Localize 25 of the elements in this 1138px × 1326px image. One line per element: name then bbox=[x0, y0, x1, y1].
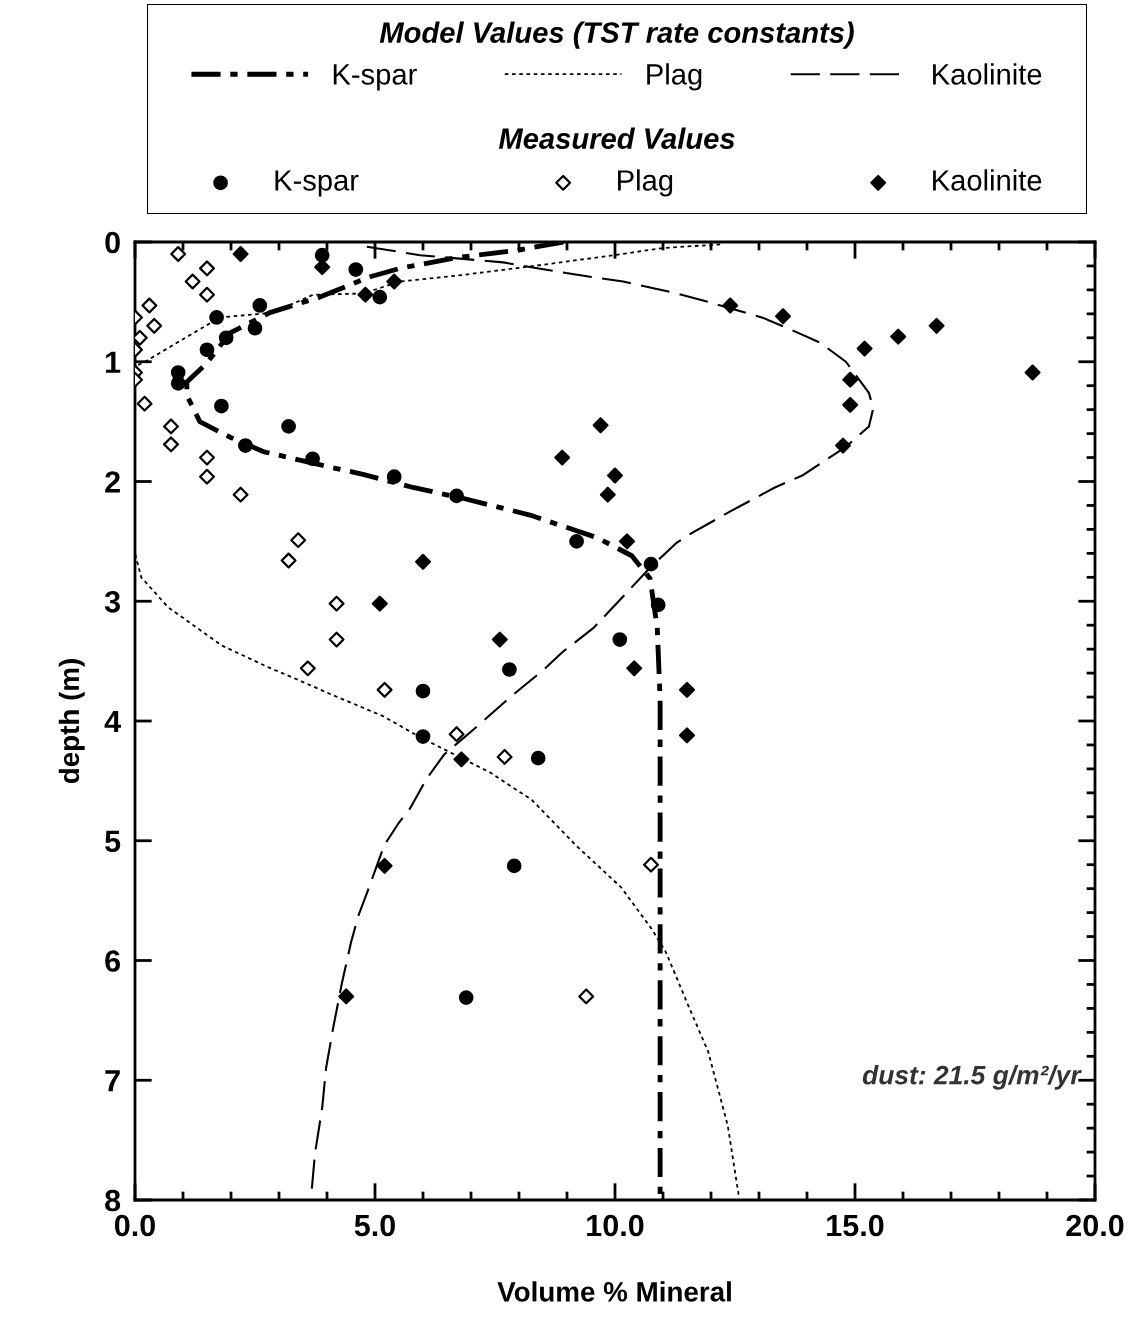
y-tick-label: 4 bbox=[104, 711, 121, 733]
legend-title: Model Values (TST rate constants) bbox=[379, 21, 854, 49]
legend-label: Kaolinite bbox=[933, 63, 1042, 85]
y-tick-label: 7 bbox=[105, 1070, 120, 1092]
y-tick-label: 8 bbox=[105, 1189, 121, 1212]
x-axis-title: Volume % Mineral bbox=[497, 1281, 731, 1302]
y-tick-label: 2 bbox=[105, 471, 120, 493]
y-tick-label: 0 bbox=[105, 231, 120, 254]
x-tick-label: 0.0 bbox=[114, 1214, 155, 1237]
x-tick-label: 10.0 bbox=[587, 1214, 644, 1237]
text: Measured Values bbox=[498, 127, 735, 149]
x-tick-label: 15.0 bbox=[827, 1214, 884, 1237]
legend-label: Plag bbox=[647, 63, 702, 91]
x-tick-label: 5.0 bbox=[354, 1214, 395, 1237]
y-tick-label: 6 bbox=[105, 950, 121, 972]
legend-label: K-spar bbox=[275, 170, 359, 197]
x-tick-label: 20.0 bbox=[1066, 1214, 1124, 1237]
legend-label: K-spar bbox=[333, 64, 417, 91]
y-axis-title: depth (m) bbox=[58, 659, 85, 784]
annotation: dust: 21.5 g/m²/yr bbox=[862, 1065, 1082, 1090]
y-tick-label: 1 bbox=[106, 351, 121, 373]
y-tick-label: 3 bbox=[104, 590, 121, 613]
y-tick-label: 5 bbox=[105, 830, 121, 853]
legend-label: Plag bbox=[618, 169, 673, 197]
legend-label: Kaolinite bbox=[933, 169, 1042, 191]
